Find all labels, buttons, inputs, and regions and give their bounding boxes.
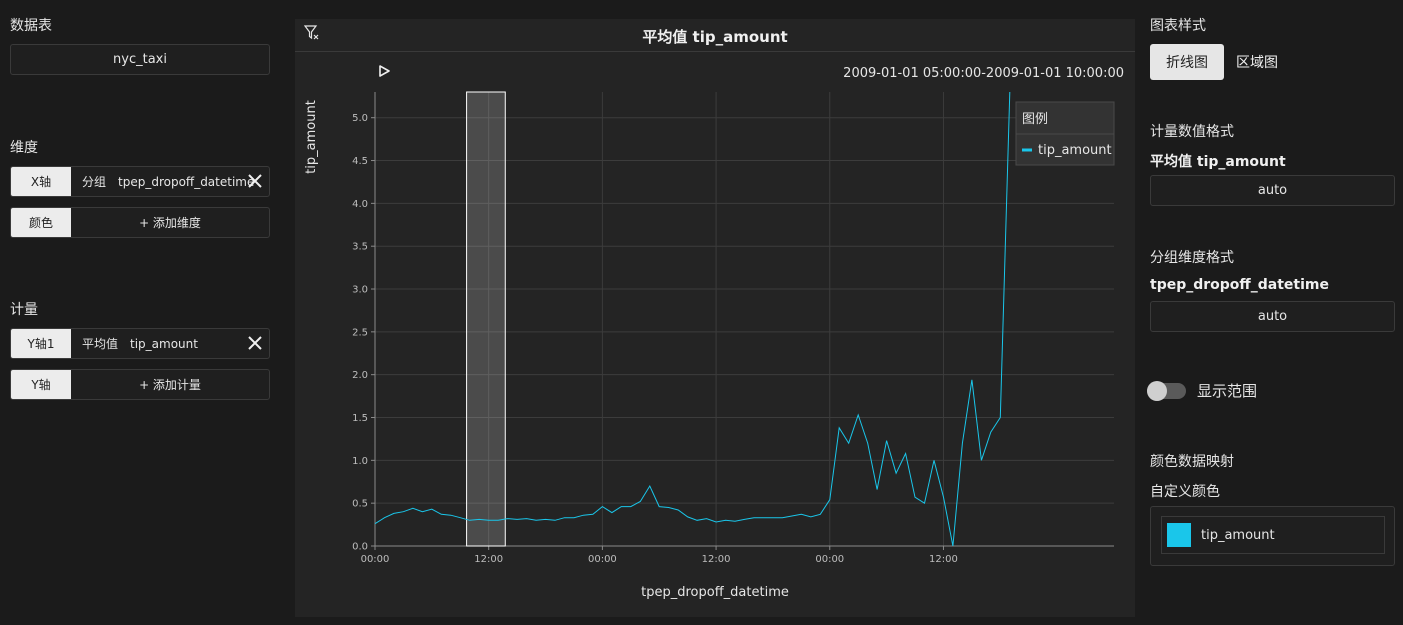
y-tick-label: 1.0 <box>352 456 368 467</box>
play-button[interactable] <box>379 65 390 77</box>
custom-color-card: tip_amount <box>1150 506 1395 566</box>
x-tick-label: 12:00 <box>702 554 731 565</box>
y-tick-label: 5.0 <box>352 113 368 124</box>
y-tick-label: 3.0 <box>352 285 368 296</box>
y-tick-label: 4.5 <box>352 156 368 167</box>
color-dimension-row[interactable]: 颜色 + 添加维度 <box>10 207 270 238</box>
x-axis-field-label: tpep_dropoff_datetime <box>118 174 255 189</box>
dimension-title: 维度 <box>10 140 38 156</box>
y-tick-label: 1.5 <box>352 413 368 424</box>
time-range-label: 2009-01-01 05:00:00-2009-01-01 10:00:00 <box>843 66 1124 81</box>
y-tick-label: 0.0 <box>352 542 368 553</box>
x-tick-label: 12:00 <box>474 554 503 565</box>
line-chart-option[interactable]: 折线图 <box>1150 44 1224 80</box>
dim-format-input[interactable]: auto <box>1150 301 1395 332</box>
y-axis-field-label: tip_amount <box>130 336 198 351</box>
measure-format-input[interactable]: auto <box>1150 175 1395 206</box>
y-axis-add-row[interactable]: Y轴 + 添加计量 <box>10 369 270 400</box>
y-tick-label: 2.0 <box>352 370 368 381</box>
x-tick-label: 00:00 <box>361 554 390 565</box>
chart-header: 平均值 tip_amount <box>295 19 1135 52</box>
add-dimension-button[interactable]: + 添加维度 <box>139 216 201 230</box>
y-axis-title: tip_amount <box>304 100 319 174</box>
show-range-toggle[interactable] <box>1147 381 1186 401</box>
clear-filter-icon[interactable] <box>304 25 320 41</box>
remove-measure-icon[interactable] <box>247 335 263 351</box>
group-kind-label: 分组 <box>82 175 107 189</box>
dim-format-title: 分组维度格式 <box>1150 250 1234 266</box>
y-tick-label: 2.5 <box>352 327 368 338</box>
y-axis-measure-row[interactable]: Y轴1 平均值 tip_amount <box>10 328 270 359</box>
x-axis-dimension-body[interactable]: 分组 tpep_dropoff_datetime <box>71 167 269 196</box>
legend-item-tip-amount[interactable]: tip_amount <box>1038 143 1112 158</box>
add-measure-button[interactable]: + 添加计量 <box>139 378 201 392</box>
chart-panel: 平均值 tip_amount 0.0 0.5 1.0 1.5 2.0 2.5 3.0 3.5 4… <box>295 19 1135 617</box>
x-axis-dimension-row[interactable]: X轴 分组 tpep_dropoff_datetime <box>10 166 270 197</box>
dim-format-field: tpep_dropoff_datetime <box>1150 277 1329 293</box>
x-axis-tag[interactable]: X轴 <box>11 167 71 196</box>
chart-style-title: 图表样式 <box>1150 18 1206 34</box>
remove-dimension-icon[interactable] <box>247 173 263 189</box>
measure-title: 计量 <box>10 302 38 318</box>
x-tick-label: 12:00 <box>929 554 958 565</box>
y-axis-tag[interactable]: Y轴 <box>11 370 71 399</box>
measure-format-field: 平均值 tip_amount <box>1150 154 1286 170</box>
data-table-value: nyc_taxi <box>113 52 167 67</box>
y-tick-label: 4.0 <box>352 199 368 210</box>
area-chart-option[interactable]: 区域图 <box>1236 55 1278 71</box>
custom-color-title: 自定义颜色 <box>1150 484 1220 500</box>
color-item-tip-amount[interactable]: tip_amount <box>1161 516 1385 554</box>
chart-title: 平均值 tip_amount <box>642 28 788 46</box>
y-axis1-tag[interactable]: Y轴1 <box>11 329 71 358</box>
color-tag[interactable]: 颜色 <box>11 208 71 237</box>
color-map-title: 颜色数据映射 <box>1150 454 1234 470</box>
legend-title: 图例 <box>1022 112 1048 127</box>
y-axis-measure-body[interactable]: 平均值 tip_amount <box>71 329 269 358</box>
data-table-select[interactable]: nyc_taxi <box>10 44 270 75</box>
y-tick-label: 3.5 <box>352 242 368 253</box>
toggle-knob <box>1147 381 1167 401</box>
chart-legend: 图例 tip_amount <box>1015 101 1115 166</box>
show-range-label: 显示范围 <box>1197 382 1258 400</box>
average-kind-label: 平均值 <box>82 337 119 351</box>
data-table-title: 数据表 <box>10 18 52 34</box>
measure-format-title: 计量数值格式 <box>1150 124 1234 140</box>
brush-selection[interactable] <box>466 91 506 547</box>
color-swatch[interactable] <box>1167 523 1191 547</box>
x-tick-label: 00:00 <box>815 554 844 565</box>
x-axis-title: tpep_dropoff_datetime <box>641 585 789 600</box>
y-tick-label: 0.5 <box>352 499 368 510</box>
x-tick-label: 00:00 <box>588 554 617 565</box>
line-chart[interactable]: 0.0 0.5 1.0 1.5 2.0 2.5 3.0 3.5 4.0 4.5 5.0 00:00 12… <box>295 19 1135 617</box>
color-item-label: tip_amount <box>1201 527 1275 543</box>
series-line-tip-amount <box>374 91 1011 547</box>
